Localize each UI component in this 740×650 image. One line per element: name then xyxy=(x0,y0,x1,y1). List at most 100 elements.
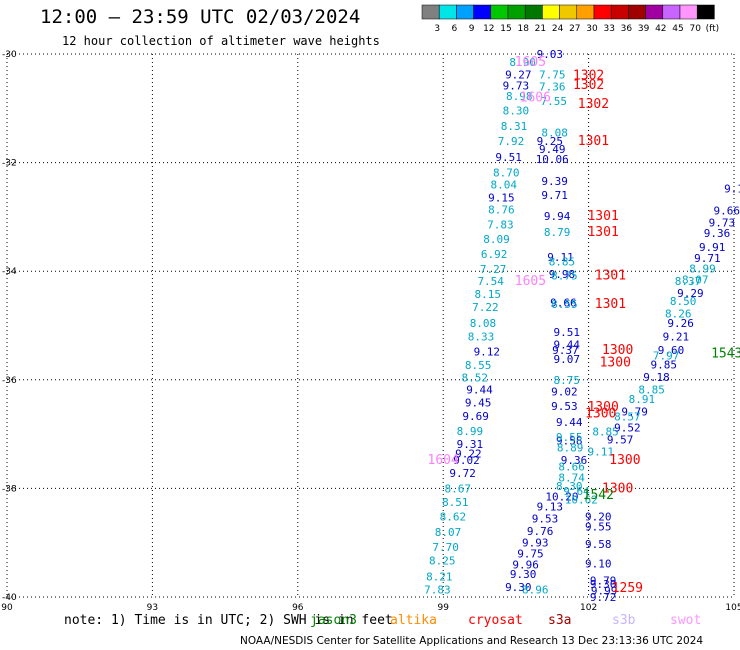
wave-height-value: 8.67 xyxy=(444,482,471,495)
wave-height-value: 8.98 xyxy=(506,90,533,103)
wave-height-value: 9.75 xyxy=(517,548,544,561)
wave-height-value: 8.07 xyxy=(682,273,709,286)
legend-satellite-cryosat: cryosat xyxy=(468,613,523,628)
wave-height-value: 8.30 xyxy=(503,104,530,117)
lon-tick-label: 102 xyxy=(580,603,597,613)
color-scale-label: 24 xyxy=(552,24,564,34)
wave-height-value: 8.55 xyxy=(465,359,492,372)
wave-height-value: 9.20 xyxy=(585,511,612,524)
color-scale-label: 33 xyxy=(603,24,614,34)
color-scale-label: 36 xyxy=(621,24,633,34)
wave-height-value: 9.91 xyxy=(699,241,726,254)
wave-height-value: 10.06 xyxy=(536,153,569,166)
wave-height-value: 8.07 xyxy=(435,526,462,539)
pass-time-label: 1259 xyxy=(612,581,643,596)
legend-satellite-altika: altika xyxy=(390,613,437,628)
wave-height-value: 9.93 xyxy=(522,537,549,550)
color-scale-label: 12 xyxy=(483,24,494,34)
wave-height-value: 8.55 xyxy=(551,298,578,311)
wave-height-value: 9.39 xyxy=(541,175,568,188)
wave-height-value: 9.53 xyxy=(551,400,578,413)
wave-height-value: 9.73 xyxy=(709,216,736,229)
footer-credit: NOAA/NESDIS Center for Satellite Applica… xyxy=(240,635,704,647)
lat-tick-label: -30 xyxy=(2,50,17,60)
wave-height-value: 7.97 xyxy=(653,349,680,362)
wave-height-value: 10.62 xyxy=(565,493,598,506)
color-scale-label: 27 xyxy=(569,24,580,34)
pass-time-label: 1300 xyxy=(609,453,640,468)
wave-height-value: 9.37 xyxy=(552,344,579,357)
wave-height-value: 8.33 xyxy=(468,330,495,343)
wave-height-value: 9.94 xyxy=(544,210,571,223)
lat-tick-label: -32 xyxy=(2,159,17,169)
wave-height-value: 8.99 xyxy=(457,425,484,438)
wave-height-value: 8.37 xyxy=(675,275,702,288)
wave-height-value: 9.02 xyxy=(453,454,480,467)
lon-tick-label: 90 xyxy=(1,603,13,613)
wave-height-value: 8.76 xyxy=(488,203,515,216)
color-scale-label: 15 xyxy=(500,24,511,34)
wave-height-value: 6.92 xyxy=(481,248,508,261)
pass-time-label: 1302 xyxy=(573,78,604,93)
wave-height-value: 9.64 xyxy=(563,485,590,498)
wave-height-value: 8.99 xyxy=(689,262,716,275)
wave-height-value: 9.15 xyxy=(488,191,515,204)
wave-height-value: 9.30 xyxy=(510,568,537,581)
legend-satellite-s3b: s3b xyxy=(612,613,636,628)
lon-tick-label: 93 xyxy=(147,603,158,613)
wave-height-value: 8.08 xyxy=(541,127,568,140)
wave-height-value: 9.58 xyxy=(556,435,583,448)
wave-height-value: 8.79 xyxy=(544,226,571,239)
wave-height-value: 9.49 xyxy=(539,143,566,156)
pass-time-label: 1301 xyxy=(587,225,618,240)
wave-height-value: 9.57 xyxy=(607,434,634,447)
wave-height-value: 8.31 xyxy=(501,120,528,133)
pass-time-label: 1302 xyxy=(573,69,604,84)
wave-height-value: 8.04 xyxy=(491,178,518,191)
wave-height-value: 9.72 xyxy=(590,591,617,604)
map-frame xyxy=(7,54,734,597)
color-scale-label: 42 xyxy=(655,24,666,34)
wave-height-value: 9.76 xyxy=(527,525,554,538)
wave-height-value: 9.36 xyxy=(561,454,588,467)
color-scale-swatch xyxy=(696,4,715,20)
wave-height-value: 8.26 xyxy=(665,308,692,321)
wave-height-value: 9.44 xyxy=(556,416,583,429)
color-scale: 3 6 9 12 15 18 21 24 27 30 33 36 39 42 45 70 (ft) xyxy=(421,4,719,34)
wave-height-value: 9.30 xyxy=(590,578,617,591)
wave-height-value: 9.73 xyxy=(503,79,530,92)
wave-height-value: 8.74 xyxy=(558,472,585,485)
pass-time-label: 1543 xyxy=(711,347,740,362)
color-scale-label: 21 xyxy=(535,24,546,34)
wave-height-value: 9.51 xyxy=(554,326,581,339)
color-scale-label: 45 xyxy=(672,24,683,34)
wave-height-value: 8.91 xyxy=(629,393,656,406)
page-subtitle: 12 hour collection of altimeter wave hei… xyxy=(62,34,380,48)
wave-height-value: 8.25 xyxy=(429,555,456,568)
wave-height-value: 8.75 xyxy=(554,374,581,387)
pass-time-label: 1300 xyxy=(585,406,616,421)
pass-time-label: 1606 xyxy=(520,90,551,105)
wave-height-value: 8.70 xyxy=(493,166,520,179)
lon-tick-label: 105 xyxy=(725,603,740,613)
wave-height-value: 9.27 xyxy=(505,69,532,82)
wave-height-value: 7.75 xyxy=(539,69,566,82)
wave-height-value: 9.18 xyxy=(643,371,670,384)
wave-height-value: 9.79 xyxy=(621,405,648,418)
wave-height-value: 8.57 xyxy=(614,411,641,424)
pass-time-label: 1301 xyxy=(587,209,618,224)
wave-height-value: 8.89 xyxy=(557,442,584,455)
wave-height-value: 9.45 xyxy=(465,397,492,410)
wave-height-value: 7.83 xyxy=(487,219,514,232)
wave-height-value: 8.52 xyxy=(461,372,488,385)
lat-tick-label: -36 xyxy=(2,376,17,386)
wave-height-value: 9.66 xyxy=(550,297,577,310)
color-scale-label: 6 xyxy=(452,24,458,34)
wave-height-value: 8.30 xyxy=(556,480,583,493)
wave-height-value: 8.51 xyxy=(442,496,469,509)
legend-satellite-jason3: jason3 xyxy=(310,613,357,628)
wave-height-value: 7.92 xyxy=(498,135,525,148)
legend-note: note: 1) Time is in UTC; 2) SWH is in fe… xyxy=(64,613,393,628)
